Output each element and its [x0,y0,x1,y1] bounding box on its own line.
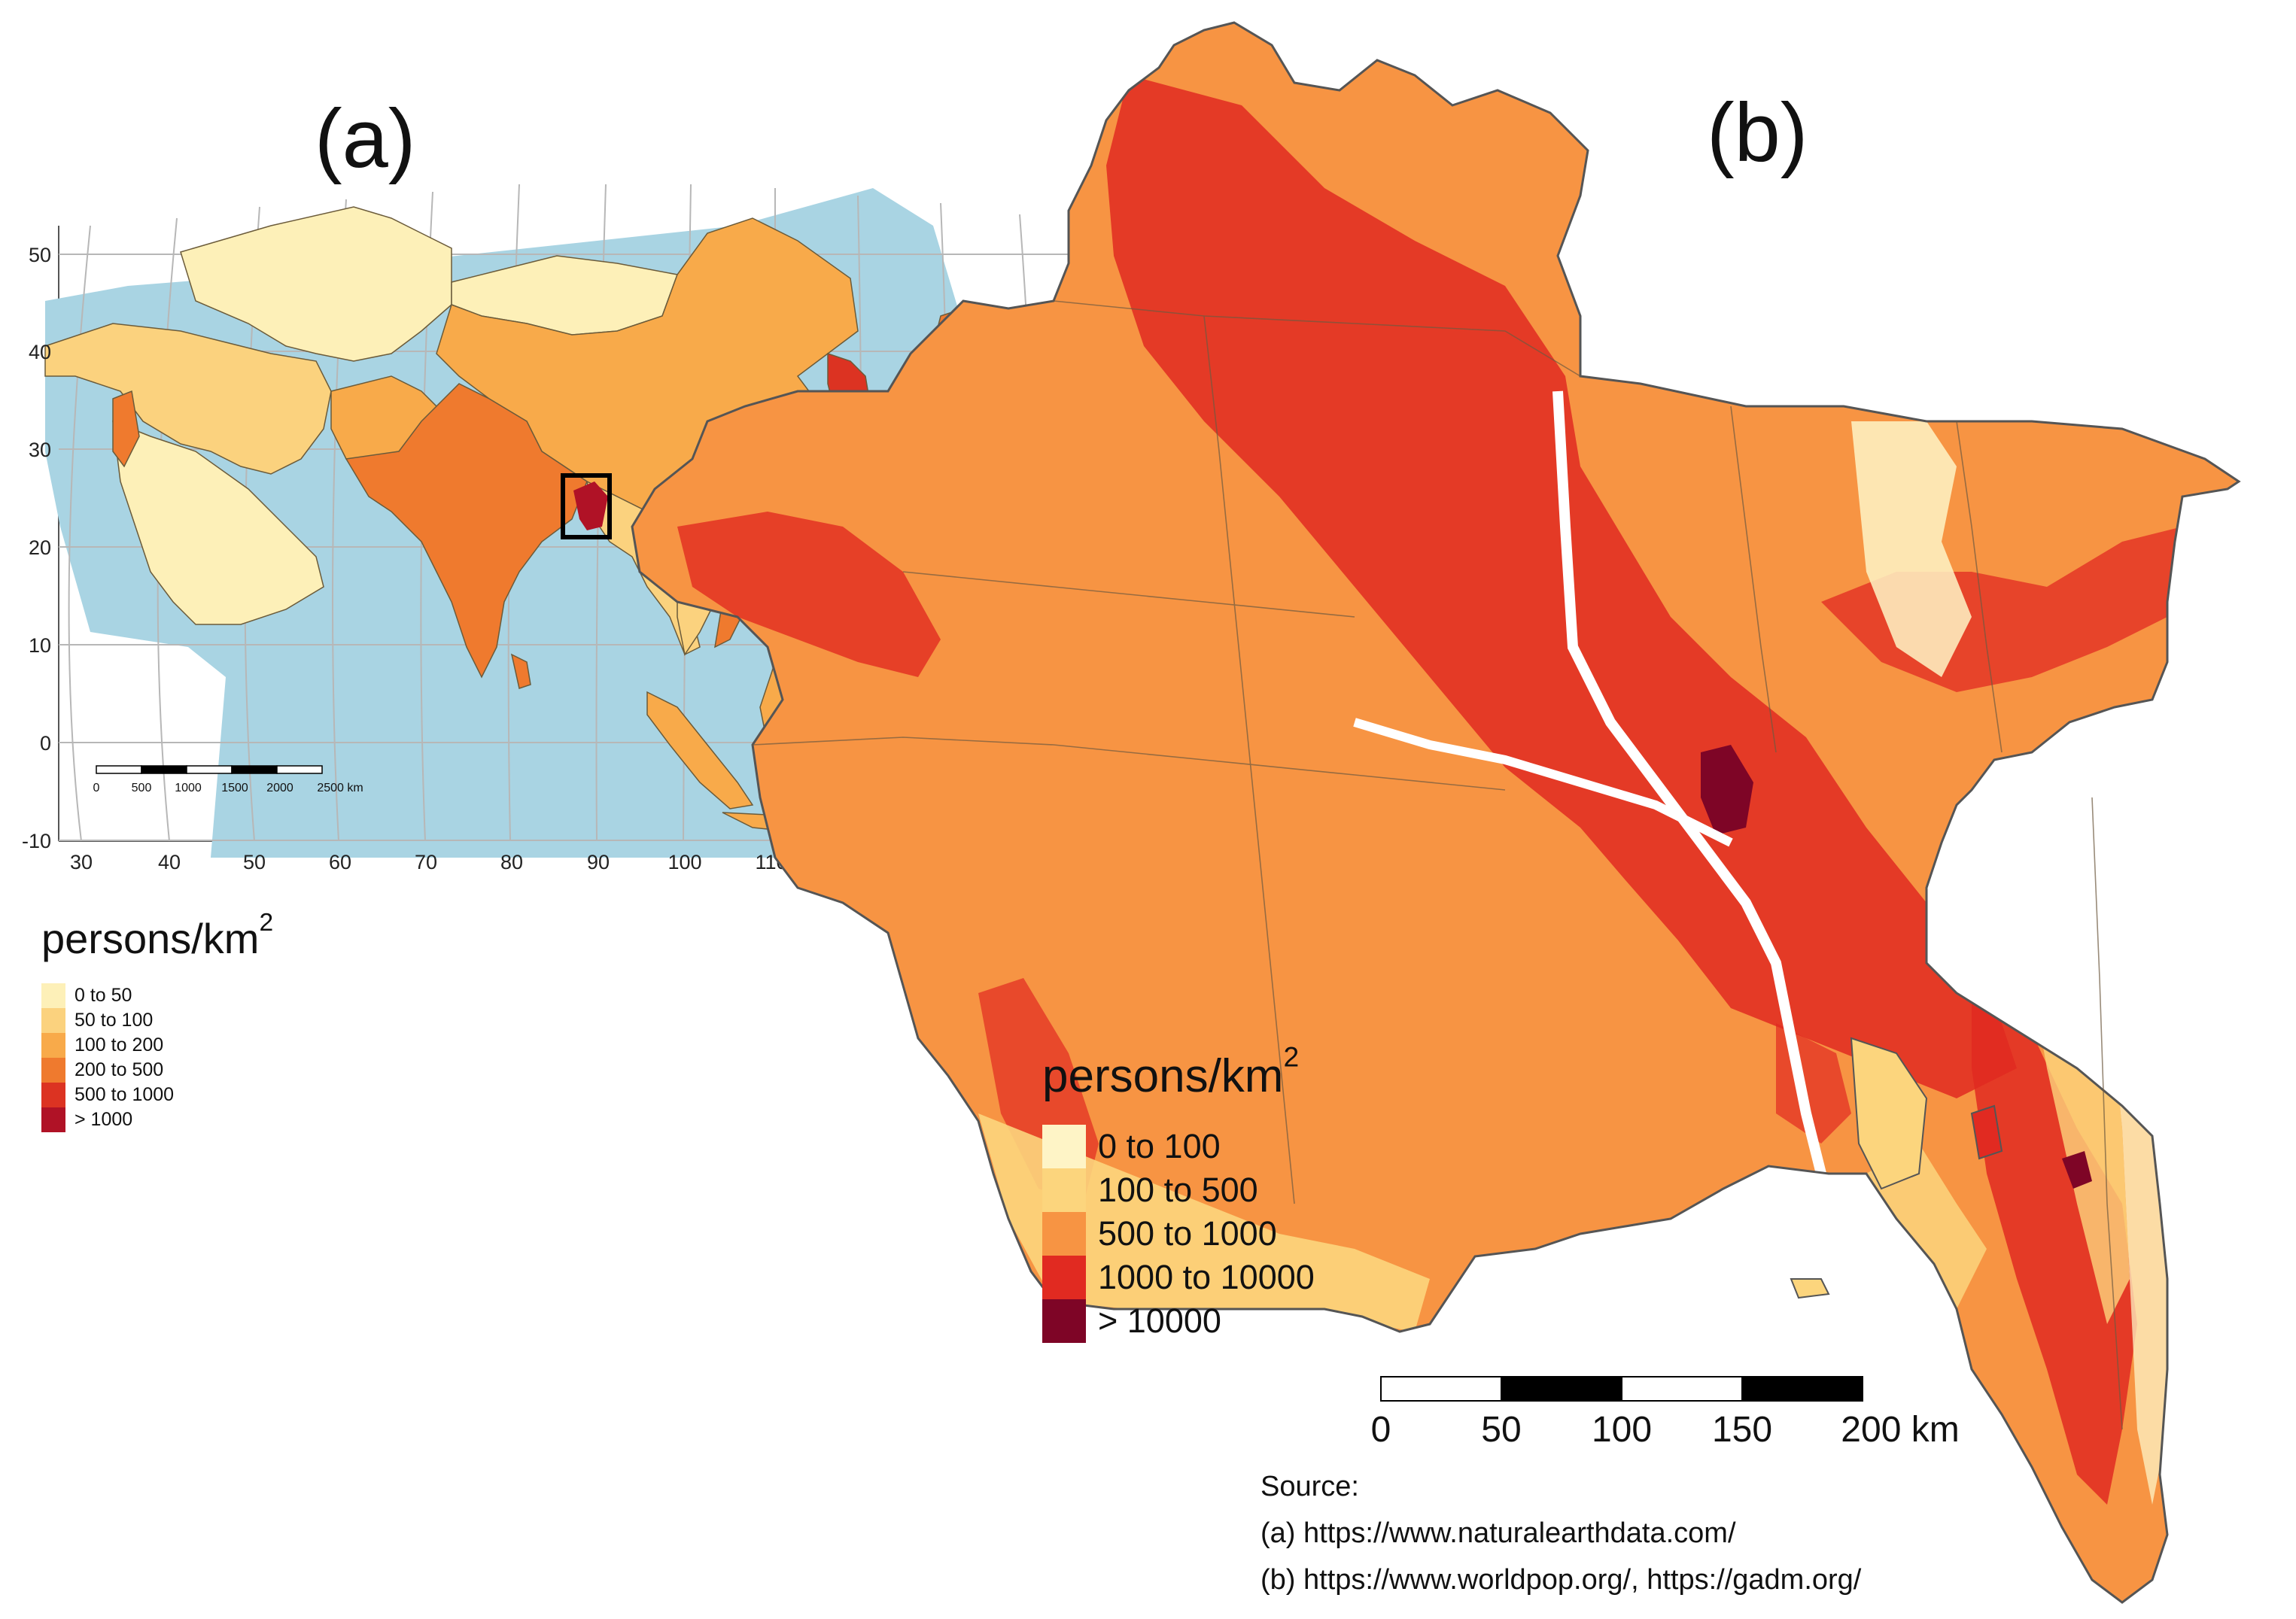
lon-tick-30: 30 [70,851,93,873]
chittagong-core [2062,1151,2092,1189]
country-levant [112,390,140,468]
lon-tick-50: 50 [243,851,266,873]
legend-a-label: 200 to 500 [75,1059,164,1080]
lon-tick-60: 60 [329,851,351,873]
lat-tick-0: 0 [40,732,51,755]
legend-b-item: 1000 to 10000 [1042,1256,1315,1299]
legend-a-item: 50 to 100 [41,1008,153,1033]
legend-b-title: persons/km2 [1042,1040,1300,1102]
lat-tick-10: 10 [29,634,51,657]
scalebar-a-label-0: 0 [93,782,100,794]
lon-tick-100: 100 [668,851,701,873]
country-turkey-iran [44,323,332,475]
dhaka-core [1701,745,1753,835]
scalebar-a-label-1500: 1500 [221,782,248,794]
legend-a-item: 200 to 500 [41,1058,163,1083]
legend-b-item: > 10000 [1042,1299,1221,1343]
scalebar-a-label-1000: 1000 [175,782,202,794]
legend-b-swatch [1042,1299,1086,1343]
legend-a-swatch [41,1058,65,1083]
legend-b-label: 500 to 1000 [1098,1214,1277,1253]
legend-a-label: 500 to 1000 [75,1084,175,1105]
bangladesh-inset [561,473,612,539]
legend-a-label: 100 to 200 [75,1034,164,1056]
legend-a-label: 0 to 50 [75,985,132,1006]
scalebar-b-label-0: 0 [1371,1410,1391,1450]
legend-a-item: > 1000 [41,1107,132,1132]
lat-tick-20: 20 [29,536,51,559]
admin-boundaries [752,300,2123,1430]
lon-tick-80: 80 [500,851,523,873]
legend-b-swatch [1042,1168,1086,1212]
lat-axis-labels: 50 40 30 20 10 0 -10 [22,244,51,852]
country-arabia [112,420,324,625]
lon-tick-40: 40 [158,851,181,873]
lat-tick-minus10: -10 [22,830,51,852]
legend-a-swatch [41,1107,65,1132]
legend-a-title: persons/km2 [41,908,274,962]
legend-b-item: 0 to 100 [1042,1125,1221,1168]
legend-a-swatch [41,1008,65,1033]
scalebar-a-label-500: 500 [132,782,152,794]
scalebar-b-label-150: 150 [1712,1410,1772,1450]
legend-a-item: 500 to 1000 [41,1083,174,1107]
lon-tick-70: 70 [415,851,437,873]
scalebar-b: 0 50 100 150 200 km [1371,1376,1960,1450]
legend-b-swatch [1042,1256,1086,1299]
legend-a-item: 100 to 200 [41,1033,163,1058]
legend-a-swatch [41,1033,65,1058]
coastal-islands [1790,1037,2003,1299]
country-indonesia-west [646,691,754,810]
scalebar-a-label-2000: 2000 [266,782,293,794]
country-india [345,383,588,679]
legend-b-label: 100 to 500 [1098,1171,1258,1209]
lat-tick-30: 30 [29,439,51,461]
river-west [1353,718,1733,847]
inset-box [561,473,612,539]
river [1552,390,1826,1175]
legend-b-swatch [1042,1125,1086,1168]
lat-tick-40: 40 [29,341,51,363]
scalebar-b-label-50: 50 [1481,1410,1521,1450]
scalebar-b-label-200: 200 km [1841,1410,1959,1450]
scalebar-a-label-2500: 2500 km [317,782,363,794]
country-central-asia [180,206,452,362]
legend-b-swatch [1042,1212,1086,1256]
legend-b-item: 500 to 1000 [1042,1212,1277,1256]
legend-a-swatch [41,983,65,1008]
legend-b-label: 0 to 100 [1098,1127,1221,1165]
panel-b-label: (b) [1707,87,1808,179]
legend-a-item: 0 to 50 [41,983,132,1008]
legend-b-label: 1000 to 10000 [1098,1258,1315,1296]
legend-b-item: 100 to 500 [1042,1168,1258,1212]
source-line-b: (b) https://www.worldpop.org/, https://g… [1261,1564,1862,1596]
source-heading: Source: [1261,1471,1359,1502]
lon-tick-90: 90 [587,851,610,873]
scalebar-a: 0 500 1000 1500 2000 2500 km [93,765,363,794]
lat-tick-50: 50 [29,244,51,266]
legend-a-label: > 1000 [75,1109,133,1130]
legend-a-swatch [41,1083,65,1107]
legend-b-label: > 10000 [1098,1302,1221,1340]
bangladesh-outline [631,21,2241,1604]
scalebar-b-label-100: 100 [1592,1410,1652,1450]
source-line-a: (a) https://www.naturalearthdata.com/ [1261,1517,1736,1549]
legend-a-label: 50 to 100 [75,1010,154,1031]
panel-a-label: (a) [315,93,416,185]
country-sri-lanka [510,653,531,689]
